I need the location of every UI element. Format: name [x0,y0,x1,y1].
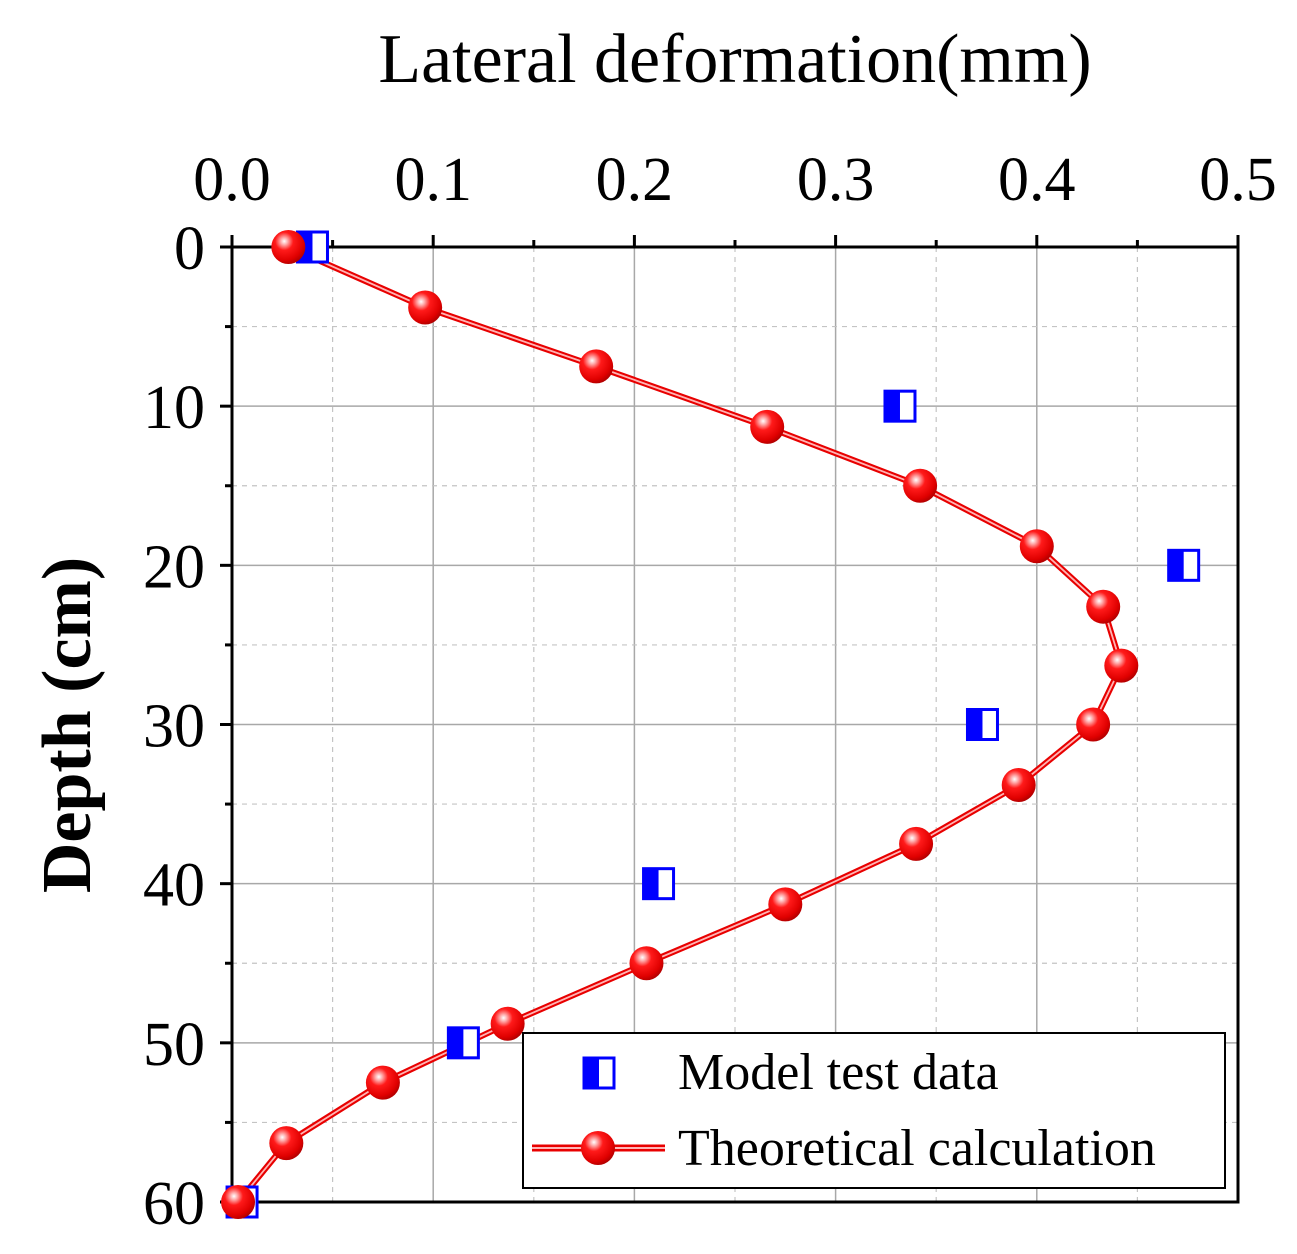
theoretical-point [408,290,443,325]
legend: Model test data Theoretical calculation [522,1032,1226,1189]
legend-marker-theoretical [532,1131,665,1165]
legend-marker-model-test [582,1056,616,1090]
y-tick-label: 30 [143,693,205,761]
theoretical-point [768,887,803,922]
x-tick-label: 0.3 [797,146,875,214]
theoretical-point [1019,529,1054,564]
theoretical-point [629,946,664,981]
y-tick-label: 60 [143,1170,205,1238]
series-layer [221,230,1201,1219]
theoretical-point [365,1065,400,1100]
y-tick-label: 40 [143,852,205,920]
model-test-marker-fill [1168,550,1184,581]
x-tick-label: 0.4 [998,146,1076,214]
theoretical-point [899,826,934,861]
theoretical-point [579,349,614,384]
legend-box [522,1032,1226,1189]
model-test-marker-fill [967,709,983,740]
x-tick-label: 0.1 [394,146,472,214]
model-test-point [965,708,999,741]
model-test-marker-fill [884,391,900,422]
legend-label-model-test: Model test data [678,1044,999,1101]
theoretical-point [1086,589,1121,624]
model-test-marker-fill [448,1027,464,1058]
theoretical-point [1104,648,1139,683]
model-test-point [1167,548,1201,582]
y-axis-title: Depth (cm) [29,557,106,893]
model-test-point [446,1026,480,1060]
y-tick-label: 0 [174,215,205,283]
theoretical-point [271,230,306,264]
theoretical-point [1001,767,1036,802]
model-test-marker-fill [643,868,659,899]
axis-ticks: 0.0 0.1 0.2 0.3 0.4 0.5 0 10 20 30 40 50 60 [143,146,1277,1238]
y-tick-label: 20 [143,533,205,601]
theoretical-point [490,1006,525,1041]
y-tick-label: 50 [143,1011,205,1079]
x-tick-label: 0.0 [193,146,271,214]
theoretical-point [903,468,938,503]
x-tick-label: 0.5 [1199,146,1277,214]
model-test-point [883,389,917,423]
y-tick-label: 10 [143,374,205,442]
theoretical-point [269,1126,304,1161]
legend-label-theoretical: Theoretical calculation [678,1120,1156,1177]
theoretical-point [1076,707,1111,742]
x-axis-title: Lateral deformation(mm) [378,21,1091,98]
x-tick-label: 0.2 [596,146,674,214]
theoretical-point [750,409,785,444]
model-test-point [642,867,676,901]
theoretical-point [221,1185,256,1219]
